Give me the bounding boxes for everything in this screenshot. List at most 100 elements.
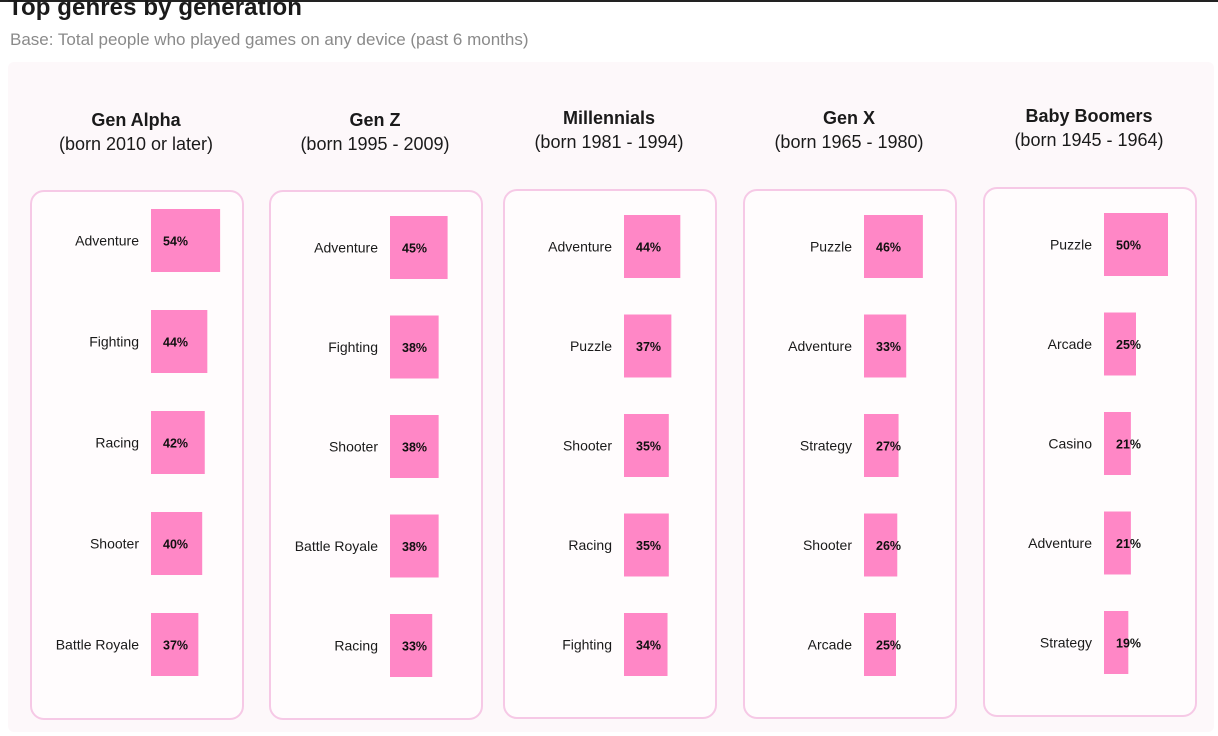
value-label: 35% <box>636 539 661 553</box>
value-label: 38% <box>402 441 427 455</box>
genre-bar <box>390 315 439 379</box>
value-label: 50% <box>1116 239 1141 253</box>
genre-bar <box>1104 511 1131 575</box>
value-label: 33% <box>402 640 427 654</box>
generation-name: Gen X <box>822 108 875 128</box>
value-label: 34% <box>636 639 661 653</box>
genre-label: Strategy <box>800 438 852 454</box>
genre-bar <box>151 411 205 474</box>
generation-years: (born 1945 - 1964) <box>1014 130 1164 150</box>
value-label: 37% <box>636 340 661 354</box>
genre-label: Adventure <box>1028 535 1092 551</box>
genre-bar <box>864 613 896 676</box>
value-label: 37% <box>163 639 188 653</box>
genre-label: Adventure <box>75 233 139 249</box>
bar-chart-gen-x: Puzzle 46% Adventure 33% Strategy 27% Shooter 2… <box>788 215 923 676</box>
genre-label: Adventure <box>314 240 378 256</box>
genre-label: Shooter <box>803 537 852 553</box>
genre-label: Shooter <box>90 536 139 552</box>
value-label: 25% <box>1116 338 1141 352</box>
genre-card <box>503 189 717 719</box>
genre-label: Racing <box>334 638 378 654</box>
value-label: 54% <box>163 235 188 249</box>
genre-label: Fighting <box>89 334 139 350</box>
genre-bar <box>151 209 221 272</box>
generation-years: (born 1981 - 1994) <box>534 132 684 152</box>
genre-label: Strategy <box>1040 635 1092 651</box>
genre-bar <box>1104 312 1136 376</box>
value-label: 25% <box>876 639 901 653</box>
value-label: 45% <box>402 242 427 256</box>
genre-bar <box>390 514 439 578</box>
genre-card <box>30 190 244 720</box>
genre-label: Adventure <box>788 338 852 354</box>
genre-label: Puzzle <box>810 239 852 255</box>
genre-label: Shooter <box>563 438 612 454</box>
generation-name: Baby Boomers <box>1025 106 1153 126</box>
value-label: 27% <box>876 440 901 454</box>
genre-bar <box>151 310 208 373</box>
genre-bar <box>864 513 898 577</box>
genre-label: Arcade <box>1048 336 1093 352</box>
value-label: 21% <box>1116 537 1141 551</box>
value-label: 46% <box>876 241 901 255</box>
genre-bar <box>390 415 439 478</box>
value-label: 42% <box>163 437 188 451</box>
genre-label: Adventure <box>548 239 612 255</box>
generation-years: (born 2010 or later) <box>58 134 214 154</box>
generation-years: (born 1995 - 2009) <box>300 134 450 154</box>
bar-chart-baby-boomers: Puzzle 50% Arcade 25% Casino 21% Adventure 21% S… <box>1028 213 1168 674</box>
value-label: 44% <box>163 336 188 350</box>
genre-bar <box>624 414 669 477</box>
genre-label: Racing <box>95 435 139 451</box>
page-title: Top genres by generation <box>8 0 302 21</box>
genre-bar <box>624 613 668 676</box>
value-label: 44% <box>636 241 661 255</box>
genre-label: Fighting <box>562 637 612 653</box>
genre-bar <box>390 216 448 279</box>
generation-name: Gen Alpha <box>91 110 181 130</box>
genre-bar <box>390 614 433 677</box>
column-header: Baby Boomers (born 1945 - 1964) <box>983 104 1195 152</box>
value-label: 33% <box>876 340 901 354</box>
genre-label: Puzzle <box>1050 237 1092 253</box>
column-header: Gen Z (born 1995 - 2009) <box>269 108 481 156</box>
genre-bar <box>624 314 672 378</box>
generation-name: Gen Z <box>349 110 401 130</box>
value-label: 38% <box>402 341 427 355</box>
column-header: Millennials (born 1981 - 1994) <box>503 106 715 154</box>
genre-bar <box>864 414 899 477</box>
generation-years: (born 1965 - 1980) <box>774 132 924 152</box>
genre-bar <box>1104 213 1168 276</box>
genre-bar <box>624 215 681 278</box>
genre-label: Racing <box>568 537 612 553</box>
genre-bar <box>864 314 907 378</box>
bar-chart-gen-alpha: Adventure 54% Fighting 44% Racing 42% Shooter 4… <box>56 209 221 676</box>
genre-label: Battle Royale <box>295 538 378 554</box>
value-label: 35% <box>636 440 661 454</box>
genre-bar <box>1104 611 1129 674</box>
genre-label: Puzzle <box>570 338 612 354</box>
bar-chart-millennials: Adventure 44% Puzzle 37% Shooter 35% Racing 35%… <box>548 215 681 676</box>
genre-bar <box>151 512 203 575</box>
column-header: Gen Alpha (born 2010 or later) <box>30 108 242 156</box>
genre-bar <box>864 215 923 278</box>
genre-label: Arcade <box>808 637 853 653</box>
genre-bar <box>624 513 669 577</box>
genre-bar <box>1104 412 1131 475</box>
column-header: Gen X (born 1965 - 1980) <box>743 106 955 154</box>
value-label: 26% <box>876 539 901 553</box>
genre-label: Battle Royale <box>56 637 139 653</box>
value-label: 40% <box>163 538 188 552</box>
value-label: 38% <box>402 540 427 554</box>
genre-label: Casino <box>1048 436 1092 452</box>
generation-name: Millennials <box>562 108 656 128</box>
page-subtitle: Base: Total people who played games on a… <box>10 30 529 49</box>
value-label: 19% <box>1116 637 1141 651</box>
genre-bar <box>151 613 199 676</box>
bar-chart-gen-z: Adventure 45% Fighting 38% Shooter 38% Battle … <box>295 216 448 677</box>
genre-label: Shooter <box>329 439 378 455</box>
value-label: 21% <box>1116 438 1141 452</box>
top-rule <box>0 0 1218 2</box>
genre-label: Fighting <box>328 339 378 355</box>
